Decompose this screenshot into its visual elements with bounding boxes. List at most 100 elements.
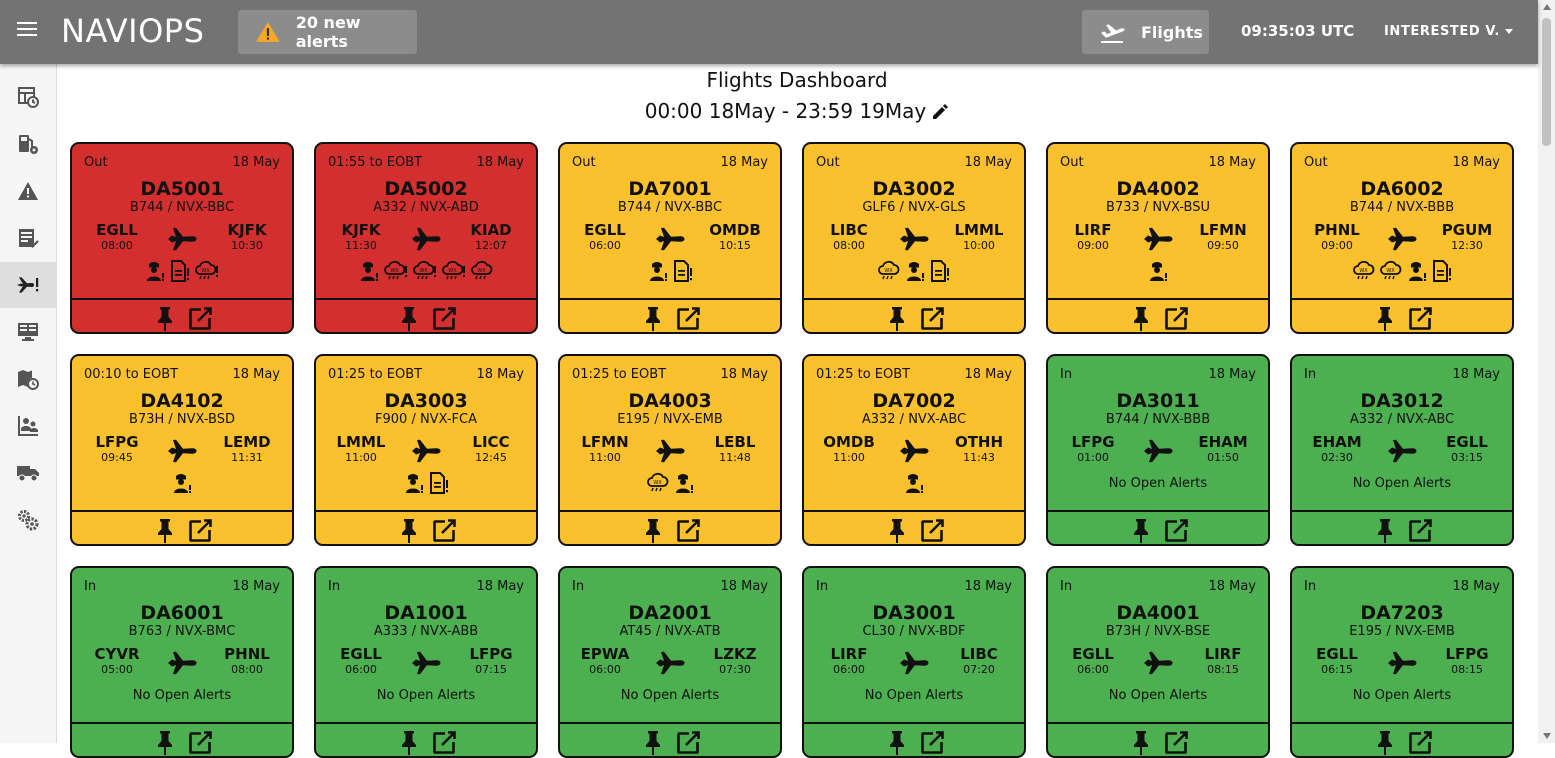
flight-card[interactable]: In 18 May DA3001 CL30 / NVX-BDF LIRF 06:00 LIB… — [802, 566, 1026, 758]
pin-icon[interactable] — [1377, 519, 1393, 544]
sidebar-item-crew[interactable] — [0, 403, 56, 449]
sidebar-item-monitor[interactable] — [0, 309, 56, 355]
pin-icon[interactable] — [889, 731, 905, 756]
flight-card[interactable]: 01:25 to EOBT 18 May DA4003 E195 / NVX-EMB L… — [558, 354, 782, 546]
crew-alert-icon[interactable] — [1407, 260, 1427, 282]
pin-icon[interactable] — [889, 519, 905, 544]
scrollbar[interactable] — [1538, 0, 1555, 743]
pencil-edit-icon[interactable] — [932, 103, 949, 120]
pin-icon[interactable] — [645, 731, 661, 756]
flights-button[interactable]: Flights — [1082, 10, 1209, 54]
pin-icon[interactable] — [401, 519, 417, 544]
open-external-icon[interactable] — [1408, 731, 1432, 756]
crew-alert-icon[interactable] — [648, 260, 668, 282]
pin-icon[interactable] — [1377, 307, 1393, 332]
pin-icon[interactable] — [157, 519, 173, 544]
weather-icon[interactable]: WX — [471, 260, 493, 282]
pin-icon[interactable] — [157, 731, 173, 756]
menu-icon[interactable] — [17, 22, 37, 42]
departure: LFPG 01:00 — [1062, 434, 1124, 465]
pin-icon[interactable] — [1377, 731, 1393, 756]
scroll-up-arrow-icon[interactable] — [1543, 4, 1551, 10]
new-alerts-label: 20 new alerts — [295, 13, 361, 51]
flight-card[interactable]: In 18 May DA3012 A332 / NVX-ABC EHAM 02:30 EGL… — [1290, 354, 1514, 546]
open-external-icon[interactable] — [432, 307, 456, 332]
crew-alert-icon[interactable] — [905, 260, 925, 282]
document-alert-icon[interactable] — [429, 472, 449, 494]
pin-icon[interactable] — [157, 307, 173, 332]
document-alert-icon[interactable] — [673, 260, 693, 282]
pin-icon[interactable] — [889, 307, 905, 332]
weather-icon[interactable]: WX — [1352, 260, 1375, 282]
sidebar-item-schedule[interactable] — [0, 74, 56, 120]
sidebar-item-settings[interactable] — [0, 497, 56, 543]
flight-card[interactable]: Out 18 May DA6002 B744 / NVX-BBB PHNL 09:00 PG… — [1290, 142, 1514, 334]
pin-icon[interactable] — [1133, 519, 1149, 544]
open-external-icon[interactable] — [1408, 519, 1432, 544]
open-external-icon[interactable] — [432, 731, 456, 756]
flight-card[interactable]: 01:25 to EOBT 18 May DA3003 F900 / NVX-FCA L… — [314, 354, 538, 546]
weather-alert-icon[interactable]: WX — [413, 260, 437, 282]
flight-card[interactable]: Out 18 May DA5001 B744 / NVX-BBC EGLL 08:00 KJ… — [70, 142, 294, 334]
flight-card[interactable]: In 18 May DA4001 B73H / NVX-BSE EGLL 06:00 LIR… — [1046, 566, 1270, 758]
document-alert-icon[interactable] — [170, 260, 190, 282]
flight-card[interactable]: In 18 May DA1001 A333 / NVX-ABB EGLL 06:00 LFP… — [314, 566, 538, 758]
document-alert-icon[interactable] — [930, 260, 950, 282]
weather-alert-icon[interactable]: WX — [195, 260, 219, 282]
pin-icon[interactable] — [401, 307, 417, 332]
pin-icon[interactable] — [645, 307, 661, 332]
weather-alert-icon[interactable]: WX — [384, 260, 408, 282]
crew-alert-icon[interactable] — [904, 472, 924, 494]
flight-card[interactable]: In 18 May DA3011 B744 / NVX-BBB LFPG 01:00 EHA… — [1046, 354, 1270, 546]
open-external-icon[interactable] — [1164, 519, 1188, 544]
scrollbar-thumb[interactable] — [1542, 18, 1551, 146]
flight-card[interactable]: 01:55 to EOBT 18 May DA5002 A332 / NVX-ABD K… — [314, 142, 538, 334]
open-external-icon[interactable] — [676, 519, 700, 544]
scroll-down-arrow-icon[interactable] — [1543, 733, 1551, 739]
open-external-icon[interactable] — [188, 731, 212, 756]
document-alert-icon[interactable] — [1432, 260, 1452, 282]
flight-card[interactable]: 01:25 to EOBT 18 May DA7002 A332 / NVX-ABC O… — [802, 354, 1026, 546]
flight-card[interactable]: Out 18 May DA7001 B744 / NVX-BBC EGLL 06:00 OM… — [558, 142, 782, 334]
sidebar-item-flights[interactable] — [0, 262, 56, 308]
sidebar-item-fuel[interactable] — [0, 121, 56, 167]
sidebar-item-checklist[interactable] — [0, 215, 56, 261]
crew-alert-icon[interactable] — [674, 472, 694, 494]
open-external-icon[interactable] — [432, 519, 456, 544]
open-external-icon[interactable] — [920, 731, 944, 756]
open-external-icon[interactable] — [1408, 307, 1432, 332]
crew-alert-icon[interactable] — [1148, 260, 1168, 282]
weather-icon[interactable]: WX — [646, 472, 669, 494]
weather-icon[interactable]: WX — [1379, 260, 1402, 282]
open-external-icon[interactable] — [1164, 307, 1188, 332]
sidebar-item-ground[interactable] — [0, 450, 56, 496]
weather-icon[interactable]: WX — [878, 260, 900, 282]
pin-icon[interactable] — [1133, 731, 1149, 756]
open-external-icon[interactable] — [920, 519, 944, 544]
flight-card[interactable]: 00:10 to EOBT 18 May DA4102 B73H / NVX-BSD L… — [70, 354, 294, 546]
crew-alert-icon[interactable] — [359, 260, 379, 282]
flight-card[interactable]: In 18 May DA6001 B763 / NVX-BMC CYVR 05:00 PHN… — [70, 566, 294, 758]
open-external-icon[interactable] — [188, 519, 212, 544]
user-menu[interactable]: INTERESTED V. — [1384, 24, 1513, 39]
crew-alert-icon[interactable] — [145, 260, 165, 282]
flight-card[interactable]: Out 18 May DA3002 GLF6 / NVX-GLS LIBC 08:00 LM… — [802, 142, 1026, 334]
crew-alert-icon[interactable] — [404, 472, 424, 494]
weather-alert-icon[interactable]: WX — [442, 260, 466, 282]
arrival-time: 07:20 — [963, 663, 995, 676]
crew-alert-icon[interactable] — [172, 472, 192, 494]
pin-icon[interactable] — [401, 731, 417, 756]
open-external-icon[interactable] — [188, 307, 212, 332]
open-external-icon[interactable] — [1164, 731, 1188, 756]
flight-card[interactable]: Out 18 May DA4002 B733 / NVX-BSU LIRF 09:00 LF… — [1046, 142, 1270, 334]
pin-icon[interactable] — [645, 519, 661, 544]
pin-icon[interactable] — [1133, 307, 1149, 332]
new-alerts-button[interactable]: 20 new alerts — [238, 10, 417, 54]
flight-card[interactable]: In 18 May DA2001 AT45 / NVX-ATB EPWA 06:00 LZK… — [558, 566, 782, 758]
sidebar-item-alerts[interactable] — [0, 168, 56, 214]
open-external-icon[interactable] — [920, 307, 944, 332]
open-external-icon[interactable] — [676, 307, 700, 332]
sidebar-item-map-history[interactable] — [0, 356, 56, 402]
flight-card[interactable]: In 18 May DA7203 E195 / NVX-EMB EGLL 06:15 LFP… — [1290, 566, 1514, 758]
open-external-icon[interactable] — [676, 731, 700, 756]
